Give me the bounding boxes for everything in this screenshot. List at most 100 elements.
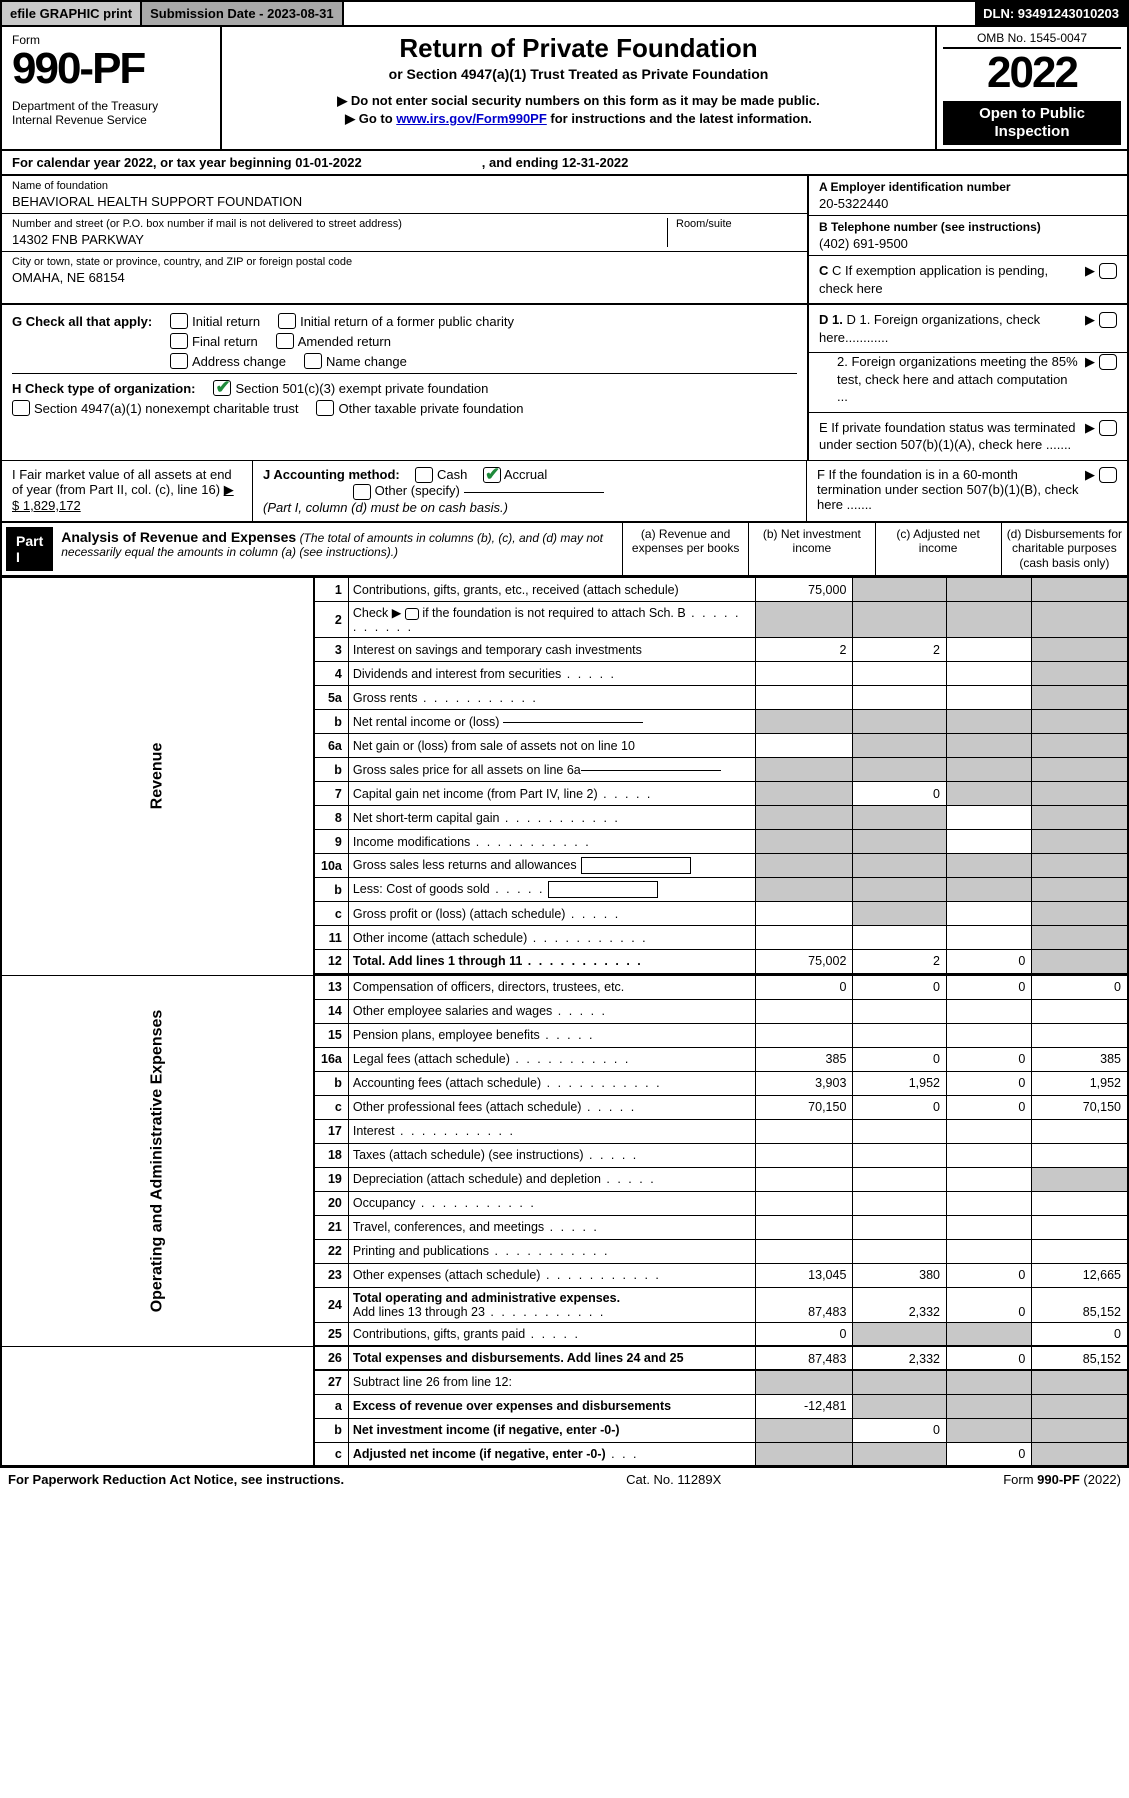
g-amended-checkbox[interactable]: [276, 333, 294, 349]
form-title: Return of Private Foundation: [234, 33, 923, 64]
ln-2-no: 2: [314, 602, 349, 638]
g-opt-address: Address change: [192, 354, 286, 369]
part-i-title: Analysis of Revenue and Expenses: [61, 529, 296, 545]
ln-6b-desc: Gross sales price for all assets on line…: [348, 758, 755, 782]
room-label: Room/suite: [676, 218, 797, 230]
h-501c3-checkbox[interactable]: [213, 380, 231, 396]
j-cash-checkbox[interactable]: [415, 467, 433, 483]
omb-number: OMB No. 1545-0047: [943, 31, 1121, 49]
ln-5a-desc: Gross rents: [348, 686, 755, 710]
form-note-link: ▶ Go to www.irs.gov/Form990PF for instru…: [234, 110, 923, 128]
g-initial-return-checkbox[interactable]: [170, 313, 188, 329]
ein-label: A Employer identification number: [819, 180, 1117, 194]
ln-22-desc: Printing and publications: [348, 1239, 755, 1263]
j-note: (Part I, column (d) must be on cash basi…: [263, 500, 508, 515]
f-termination-cell: F If the foundation is in a 60-month ter…: [807, 461, 1127, 521]
ln-14-desc: Other employee salaries and wages: [348, 999, 755, 1023]
table-row: 26Total expenses and disbursements. Add …: [1, 1346, 1128, 1370]
table-row: Operating and Administrative Expenses 13…: [1, 975, 1128, 999]
ln-27-desc: Subtract line 26 from line 12:: [348, 1370, 755, 1394]
ln-2-a: [756, 602, 853, 638]
name-label: Name of foundation: [12, 180, 797, 192]
g-final-return-checkbox[interactable]: [170, 333, 188, 349]
ln-4-desc: Dividends and interest from securities: [348, 662, 755, 686]
ln-1-d: [1032, 578, 1128, 602]
col-c-head: (c) Adjusted net income: [875, 523, 1001, 575]
ln-1-c: [947, 578, 1032, 602]
foundation-name-cell: Name of foundation BEHAVIORAL HEALTH SUP…: [2, 176, 807, 214]
d1-label: D 1. Foreign organizations, check here..…: [819, 312, 1040, 345]
ln-23-desc: Other expenses (attach schedule): [348, 1263, 755, 1287]
form-note-ssn: ▶ Do not enter social security numbers o…: [234, 92, 923, 110]
part-i-desc: Analysis of Revenue and Expenses (The to…: [61, 523, 622, 575]
note2-post: for instructions and the latest informat…: [547, 111, 812, 126]
part-i-label: Part I: [6, 527, 53, 571]
ln-16a-desc: Legal fees (attach schedule): [348, 1047, 755, 1071]
calyear-end: , and ending 12-31-2022: [482, 155, 629, 170]
footer-left: For Paperwork Reduction Act Notice, see …: [8, 1472, 344, 1487]
h-opt1: Section 501(c)(3) exempt private foundat…: [235, 381, 488, 396]
foundation-name: BEHAVIORAL HEALTH SUPPORT FOUNDATION: [12, 194, 797, 209]
city-value: OMAHA, NE 68154: [12, 270, 797, 285]
part-i-heading: Part I Analysis of Revenue and Expenses …: [0, 523, 1129, 577]
col-d-head: (d) Disbursements for charitable purpose…: [1001, 523, 1127, 575]
ln-10c-desc: Gross profit or (loss) (attach schedule): [348, 902, 755, 926]
ln-1-a: 75,000: [756, 578, 853, 602]
d2-checkbox[interactable]: [1099, 354, 1117, 370]
d1-checkbox[interactable]: [1099, 312, 1117, 328]
ln-27c-desc: Adjusted net income (if negative, enter …: [348, 1442, 755, 1466]
ln-13-desc: Compensation of officers, directors, tru…: [348, 975, 755, 999]
g-address-change-checkbox[interactable]: [170, 353, 188, 369]
d1-row: D 1. D 1. Foreign organizations, check h…: [809, 305, 1127, 353]
ln-24-desc: Total operating and administrative expen…: [348, 1287, 755, 1322]
ln-2-checkbox[interactable]: [405, 608, 419, 620]
topbar-dln: DLN: 93491243010203: [975, 2, 1127, 25]
footer-right: Form Form 990-PF (2022)990-PF (2022): [1003, 1472, 1121, 1487]
header-left: Form 990-PF Department of the Treasury I…: [2, 27, 222, 149]
h-opt3: Other taxable private foundation: [338, 401, 523, 416]
g-name-change-checkbox[interactable]: [304, 353, 322, 369]
topbar-graphic[interactable]: efile GRAPHIC print: [2, 2, 142, 25]
street-label: Number and street (or P.O. box number if…: [12, 218, 667, 230]
f-checkbox[interactable]: [1099, 467, 1117, 483]
ln-1-b: [853, 578, 947, 602]
ln-7-desc: Capital gain net income (from Part IV, l…: [348, 782, 755, 806]
tel-label: B Telephone number (see instructions): [819, 220, 1117, 234]
calendar-year-row: For calendar year 2022, or tax year begi…: [0, 151, 1129, 176]
ln-26-desc: Total expenses and disbursements. Add li…: [348, 1346, 755, 1370]
header-right: OMB No. 1545-0047 2022 Open to Public In…: [937, 27, 1127, 149]
calyear-begin: For calendar year 2022, or tax year begi…: [12, 155, 362, 170]
ln-12-desc: Total. Add lines 1 through 11: [348, 950, 755, 974]
g-opt-final: Final return: [192, 334, 258, 349]
topbar-submission-date: Submission Date - 2023-08-31: [142, 2, 344, 25]
e-checkbox[interactable]: [1099, 420, 1117, 436]
table-row: Revenue 1 Contributions, gifts, grants, …: [1, 578, 1128, 602]
ln-25-desc: Contributions, gifts, grants paid: [348, 1322, 755, 1346]
h-other-taxable-checkbox[interactable]: [316, 400, 334, 416]
j-other-line: [464, 492, 604, 493]
gh-block: G Check all that apply: Initial return I…: [0, 305, 1129, 460]
open-to-public: Open to Public Inspection: [943, 101, 1121, 145]
ln-27b-desc: Net investment income (if negative, ente…: [348, 1418, 755, 1442]
h-4947-checkbox[interactable]: [12, 400, 30, 416]
note2-pre: ▶ Go to: [345, 111, 396, 126]
revenue-side-label: Revenue: [1, 578, 314, 976]
irs-link[interactable]: www.irs.gov/Form990PF: [396, 111, 547, 126]
ln-9-desc: Income modifications: [348, 830, 755, 854]
g-opt-name: Name change: [326, 354, 407, 369]
city-label: City or town, state or province, country…: [12, 256, 797, 268]
dept-treasury: Department of the Treasury Internal Reve…: [12, 99, 210, 127]
j-other-checkbox[interactable]: [353, 484, 371, 500]
d2-label: 2. Foreign organizations meeting the 85%…: [819, 353, 1079, 406]
ln-10b-desc: Less: Cost of goods sold: [348, 878, 755, 902]
ln-5b-desc: Net rental income or (loss): [348, 710, 755, 734]
j-label: J Accounting method:: [263, 467, 400, 482]
ln-11-desc: Other income (attach schedule): [348, 926, 755, 950]
form-header: Form 990-PF Department of the Treasury I…: [0, 27, 1129, 151]
ln-2-desc: Check ▶ if the foundation is not require…: [348, 602, 755, 638]
g-opt-initial: Initial return: [192, 314, 260, 329]
j-accrual-checkbox[interactable]: [483, 467, 501, 483]
c-pending-checkbox[interactable]: [1099, 263, 1117, 279]
ln-17-desc: Interest: [348, 1119, 755, 1143]
g-former-public-checkbox[interactable]: [278, 313, 296, 329]
